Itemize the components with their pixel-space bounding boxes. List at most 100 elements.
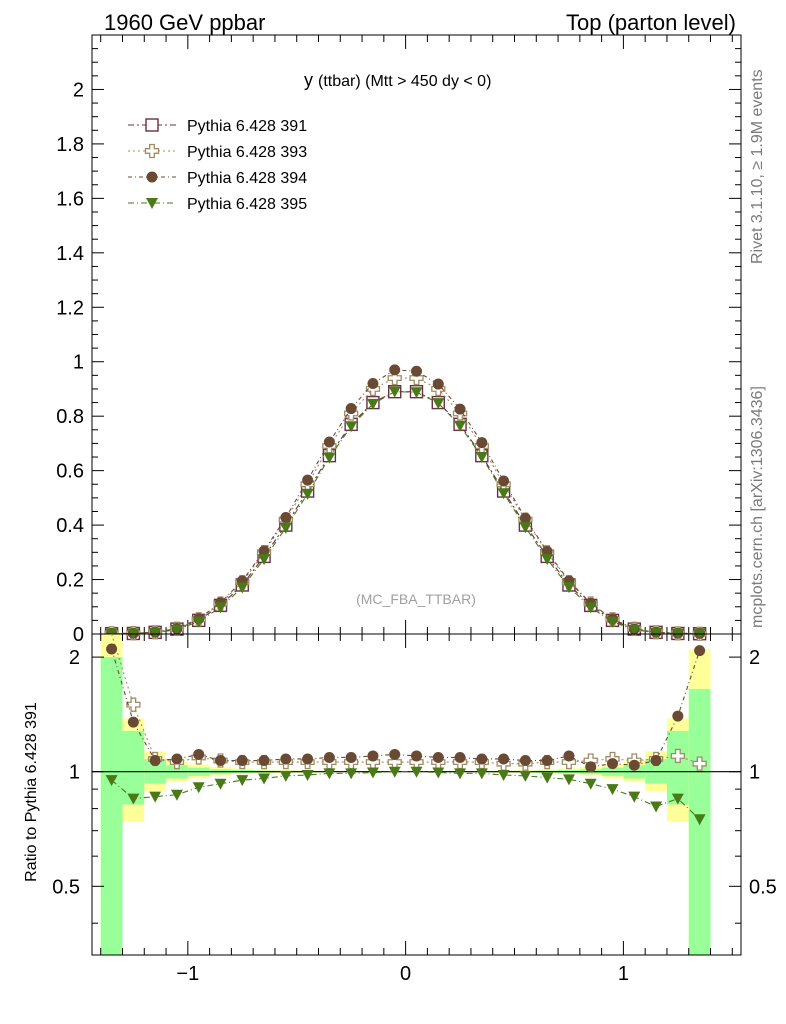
data-point [498, 753, 510, 765]
data-point [563, 750, 575, 762]
data-point [519, 522, 532, 534]
data-point [236, 775, 249, 787]
data-point [672, 710, 684, 722]
data-point [323, 452, 336, 464]
analysis-watermark: (MC_FBA_TTBAR) [356, 591, 476, 607]
series-line [111, 391, 700, 635]
stat-uncertainty-band [100, 657, 123, 955]
data-point [607, 758, 619, 770]
plot-title: y (ttbar) (Mtt > 450 dy < 0) [304, 70, 491, 90]
x-tick-label: −1 [176, 963, 199, 985]
data-point [258, 755, 270, 767]
ratio-y-tick-label-right: 1 [749, 762, 760, 784]
data-point [411, 365, 422, 377]
data-point [519, 770, 532, 782]
ratio-frame [91, 633, 742, 956]
data-point [366, 767, 379, 779]
data-point [562, 774, 575, 786]
data-point [345, 421, 358, 433]
data-point [454, 420, 467, 432]
data-point [127, 793, 140, 805]
ratio-y-tick-label-right: 0.5 [749, 876, 777, 898]
legend-label: Pythia 6.428 395 [187, 196, 307, 213]
x-tick-label: 0 [400, 963, 411, 985]
main-panel: 0 0.2 0.4 0.6 0.8 1 1.2 1.4 1.6 1.8 2 [56, 34, 742, 646]
ratio-y-tick-label-right: 2 [749, 647, 760, 669]
data-point [454, 751, 466, 763]
data-point [606, 616, 619, 628]
data-point [497, 770, 510, 782]
data-point [670, 748, 685, 764]
data-point [650, 801, 663, 813]
data-point [146, 198, 158, 209]
data-point [389, 364, 401, 376]
data-point [106, 643, 118, 655]
data-point [236, 582, 249, 594]
data-point [236, 755, 248, 767]
data-point [541, 554, 554, 566]
y-tick-label: 0.6 [56, 461, 84, 483]
data-point [584, 602, 597, 614]
data-point [345, 751, 357, 763]
data-point [650, 755, 662, 767]
data-point [280, 511, 292, 523]
data-point [562, 582, 575, 594]
data-point [628, 624, 641, 636]
data-point [258, 773, 271, 785]
data-point [149, 791, 162, 803]
y-tick-label: 0.8 [56, 406, 84, 428]
data-point [170, 789, 183, 801]
data-point [345, 403, 357, 415]
ratio-panel: −1 0 1 0.5 0.5 1 1 2 2 [52, 633, 777, 985]
data-point [692, 756, 707, 771]
y-tick-label: 1.6 [56, 188, 84, 210]
data-point [302, 474, 314, 486]
header-left: 1960 GeV ppbar [104, 10, 265, 35]
data-point [388, 386, 401, 398]
data-point [171, 753, 183, 765]
rivet-credit: Rivet 3.1.10, ≥ 1.9M events [749, 69, 766, 264]
ratio-y-tick-label: 1 [69, 762, 80, 784]
data-point [650, 627, 663, 639]
series-line [111, 391, 700, 635]
y-tick-label: 2 [73, 79, 84, 101]
data-point [475, 452, 488, 464]
series-line [111, 369, 700, 634]
data-point [214, 778, 227, 790]
data-point [192, 782, 205, 794]
y-tick-label: 1 [73, 352, 84, 374]
y-tick-label: 0.4 [56, 515, 84, 537]
data-point [628, 791, 641, 803]
data-point [693, 814, 706, 826]
data-point [432, 751, 444, 763]
stat-uncertainty-band [666, 730, 689, 805]
data-point [387, 370, 402, 386]
y-tick-label: 1.2 [56, 297, 84, 319]
series-line [111, 633, 700, 765]
data-point [519, 512, 531, 524]
data-point [584, 778, 597, 790]
series-line [111, 771, 700, 820]
data-point [476, 753, 488, 765]
data-point [258, 554, 271, 566]
y-tick-label: 0 [73, 624, 84, 646]
data-point [145, 118, 159, 132]
header-right: Top (parton level) [566, 10, 736, 35]
data-point [345, 768, 358, 780]
data-point [214, 755, 226, 767]
data-point [126, 697, 141, 712]
data-point [671, 793, 684, 805]
data-point [301, 770, 314, 782]
data-point [497, 488, 510, 500]
data-point [454, 403, 466, 415]
data-point [475, 768, 488, 780]
legend: Pythia 6.428 391 Pythia 6.428 393 Pythia 6… [128, 118, 307, 213]
data-point [432, 378, 444, 390]
data-point [144, 143, 160, 159]
data-point [410, 387, 423, 399]
data-point [105, 775, 118, 787]
data-point [367, 378, 379, 390]
data-point [323, 436, 335, 448]
ratio-y-tick-label: 2 [69, 647, 80, 669]
